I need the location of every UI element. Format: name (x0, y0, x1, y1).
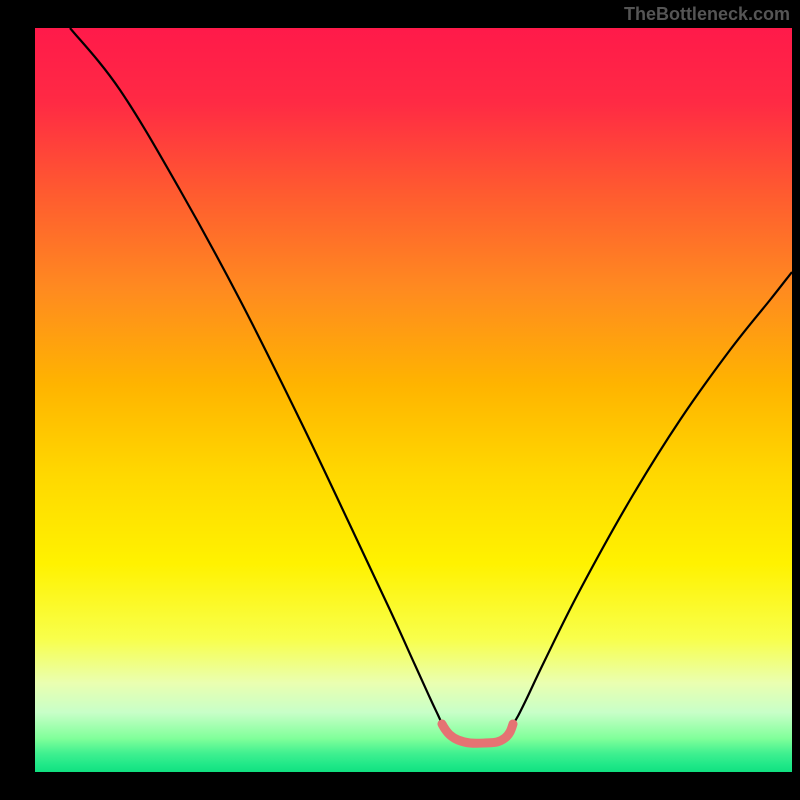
right-curve (513, 272, 792, 724)
chart-container: TheBottleneck.com (0, 0, 800, 800)
plot-area (35, 28, 792, 772)
curve-overlay (35, 28, 792, 772)
highlight-curve (442, 724, 513, 743)
watermark-text: TheBottleneck.com (624, 4, 790, 25)
left-curve (70, 28, 442, 724)
